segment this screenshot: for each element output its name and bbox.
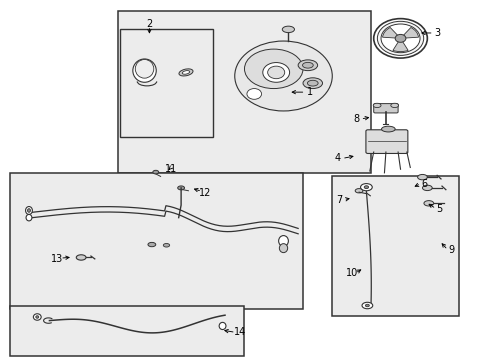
Ellipse shape xyxy=(282,26,294,33)
Text: 10: 10 xyxy=(345,268,357,278)
Ellipse shape xyxy=(422,185,431,190)
Ellipse shape xyxy=(360,184,371,191)
Ellipse shape xyxy=(364,186,368,189)
FancyBboxPatch shape xyxy=(373,104,397,113)
Text: 4: 4 xyxy=(333,153,340,163)
Ellipse shape xyxy=(27,209,30,212)
Ellipse shape xyxy=(307,80,318,86)
Ellipse shape xyxy=(76,255,86,260)
Ellipse shape xyxy=(361,302,372,309)
Ellipse shape xyxy=(394,35,405,42)
Ellipse shape xyxy=(33,314,41,320)
Ellipse shape xyxy=(380,24,419,53)
Ellipse shape xyxy=(423,201,433,206)
Ellipse shape xyxy=(135,59,154,78)
Ellipse shape xyxy=(219,322,225,329)
Ellipse shape xyxy=(279,244,287,253)
Text: 11: 11 xyxy=(165,164,177,174)
Text: 14: 14 xyxy=(233,327,245,337)
Ellipse shape xyxy=(179,69,193,76)
Ellipse shape xyxy=(153,170,158,174)
Wedge shape xyxy=(382,27,400,39)
Ellipse shape xyxy=(234,41,331,111)
Text: 3: 3 xyxy=(433,28,439,38)
Ellipse shape xyxy=(278,235,288,246)
Ellipse shape xyxy=(298,60,317,71)
Ellipse shape xyxy=(365,304,368,307)
Wedge shape xyxy=(400,27,418,39)
Ellipse shape xyxy=(390,103,398,108)
Bar xyxy=(118,12,370,173)
Ellipse shape xyxy=(244,49,303,89)
Text: 7: 7 xyxy=(336,195,342,205)
Ellipse shape xyxy=(372,103,380,108)
Ellipse shape xyxy=(148,242,156,247)
Ellipse shape xyxy=(177,186,184,190)
Ellipse shape xyxy=(417,175,427,180)
Bar xyxy=(120,30,212,137)
Ellipse shape xyxy=(373,19,427,58)
Bar xyxy=(331,176,458,316)
Ellipse shape xyxy=(354,189,362,193)
Text: 2: 2 xyxy=(146,19,152,29)
Ellipse shape xyxy=(267,66,284,79)
Bar xyxy=(10,173,303,309)
FancyBboxPatch shape xyxy=(365,130,407,153)
Ellipse shape xyxy=(182,71,189,74)
Text: 6: 6 xyxy=(421,179,427,189)
Ellipse shape xyxy=(163,243,169,247)
Text: 12: 12 xyxy=(199,188,211,198)
Ellipse shape xyxy=(133,59,156,82)
Text: 1: 1 xyxy=(306,87,313,97)
Text: 13: 13 xyxy=(51,254,63,264)
Ellipse shape xyxy=(246,89,261,99)
Ellipse shape xyxy=(25,207,32,215)
Ellipse shape xyxy=(302,62,313,68)
Ellipse shape xyxy=(36,316,39,318)
Ellipse shape xyxy=(377,21,423,55)
Text: 9: 9 xyxy=(448,245,454,255)
Text: 8: 8 xyxy=(353,114,359,124)
Ellipse shape xyxy=(303,78,322,89)
Ellipse shape xyxy=(262,63,289,82)
Ellipse shape xyxy=(26,215,32,221)
Bar xyxy=(10,306,244,356)
Ellipse shape xyxy=(381,126,394,132)
Text: 5: 5 xyxy=(435,204,442,214)
Wedge shape xyxy=(392,39,407,51)
